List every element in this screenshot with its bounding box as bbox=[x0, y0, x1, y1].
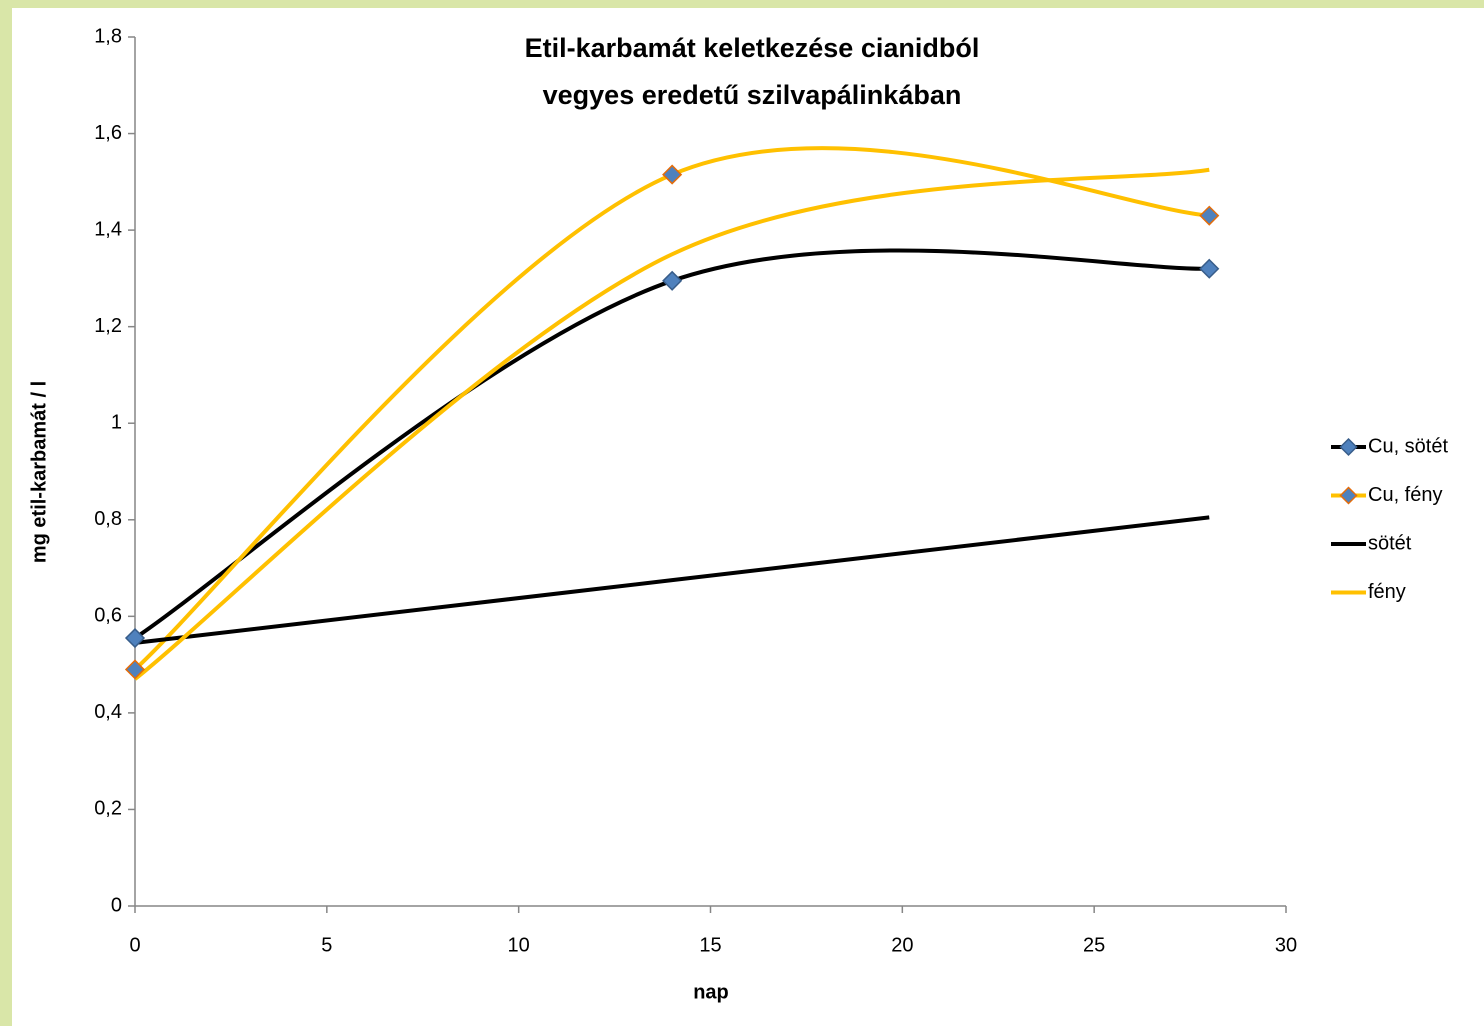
data-point bbox=[1200, 207, 1218, 225]
chart: Etil-karbamát keletkezése cianidból vegy… bbox=[0, 0, 1484, 1026]
y-tick-label: 1 bbox=[111, 412, 122, 434]
x-tick-label: 20 bbox=[891, 934, 913, 956]
y-axis-label: mg etil-karbamát / l bbox=[28, 381, 50, 563]
y-tick-label: 1,2 bbox=[94, 315, 122, 337]
x-tick-label: 10 bbox=[508, 934, 530, 956]
x-tick-label: 25 bbox=[1083, 934, 1105, 956]
y-tick-label: 0,8 bbox=[94, 508, 122, 530]
x-axis-label: nap bbox=[693, 981, 729, 1003]
legend-label: fény bbox=[1368, 581, 1406, 603]
legend-marker bbox=[1341, 488, 1357, 504]
data-point bbox=[663, 166, 681, 184]
x-tick-label: 0 bbox=[129, 934, 140, 956]
x-tick-label: 30 bbox=[1275, 934, 1297, 956]
series-line bbox=[135, 148, 1209, 669]
y-tick-label: 1,4 bbox=[94, 218, 122, 240]
legend-label: sötét bbox=[1368, 532, 1412, 554]
y-tick-label: 0 bbox=[111, 894, 122, 916]
y-tick-label: 1,8 bbox=[94, 25, 122, 47]
legend-label: Cu, sötét bbox=[1368, 435, 1448, 457]
page: {"chart_data": { "type": "scatter-smooth… bbox=[0, 0, 1484, 1026]
x-tick-label: 5 bbox=[321, 934, 332, 956]
legend-marker bbox=[1341, 439, 1357, 455]
y-tick-label: 0,2 bbox=[94, 798, 122, 820]
x-tick-label: 15 bbox=[699, 934, 721, 956]
series-line bbox=[135, 170, 1209, 679]
y-tick-label: 0,4 bbox=[94, 701, 122, 723]
chart-title: vegyes eredetű szilvapálinkában bbox=[543, 80, 962, 110]
data-point bbox=[663, 272, 681, 290]
legend-label: Cu, fény bbox=[1368, 484, 1442, 506]
data-point bbox=[1200, 260, 1218, 278]
y-tick-label: 0,6 bbox=[94, 605, 122, 627]
y-tick-label: 1,6 bbox=[94, 122, 122, 144]
chart-title: Etil-karbamát keletkezése cianidból bbox=[525, 33, 980, 63]
